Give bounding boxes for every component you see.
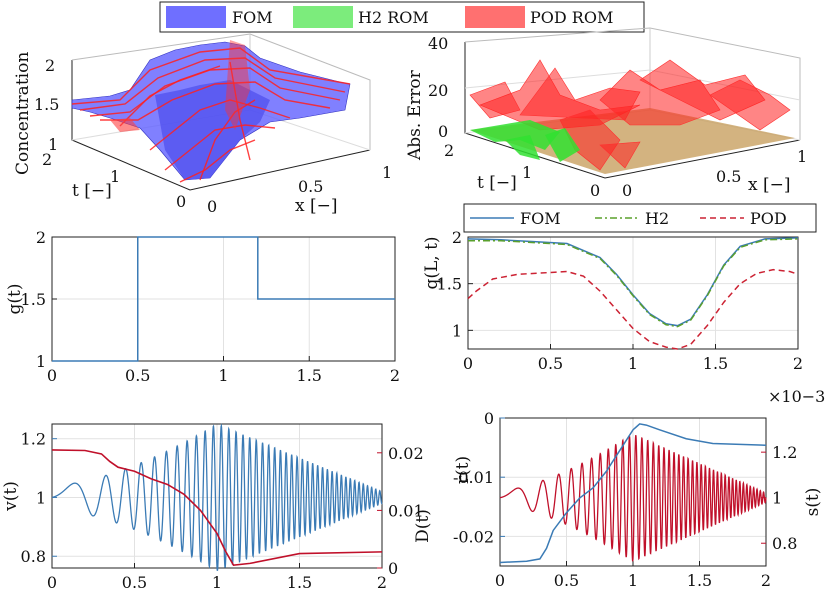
e3d-xtick-0: 0 (622, 181, 632, 200)
xtick-label-1: 0.5 (125, 366, 150, 385)
xtick-label-3: 1.5 (687, 571, 712, 590)
series-line-pod (467, 268, 799, 350)
c3d-xtick-05: 0.5 (298, 177, 323, 196)
ytick-label-0: -0.02 (453, 527, 494, 546)
top-legend: FOM H2 ROM POD ROM (159, 1, 645, 33)
xtick-label-3: 1.5 (297, 366, 322, 385)
ytick-right-label-1: 0.01 (388, 501, 424, 520)
panel-abs-error-3d: 40 20 0 2 1 0 0 0.5 1 Abs. Error t [−] x… (405, 27, 807, 200)
ytick-right-label-2: 1.2 (772, 443, 797, 462)
ylabel-q: q(L, t) (422, 236, 442, 289)
ytick-label-1: -0.01 (453, 468, 494, 487)
legend-label-pod: POD ROM (530, 8, 613, 27)
c3d-ytick-0: 0 (176, 192, 186, 211)
xtick-label-0: 0 (47, 366, 57, 385)
xtick-label-3: 1.5 (287, 573, 312, 592)
ytick-right-label-0: 0 (388, 559, 398, 578)
xtick-label-0: 0 (47, 573, 57, 592)
legend-swatch-fom (166, 6, 226, 28)
e3d-zlabel: Abs. Error (405, 69, 425, 161)
series-line-h2 (468, 238, 799, 328)
xtick-label-4: 2 (793, 354, 803, 373)
xtick-label-3: 1.5 (703, 354, 728, 373)
c3d-ytick-2: 2 (42, 150, 52, 169)
ylabel-r: r(t) (453, 456, 473, 484)
xtick-label-2: 1 (628, 571, 638, 590)
c3d-ytick-1: 1 (110, 167, 120, 186)
c3d-ylabel: t [−] (72, 181, 112, 201)
xtick-label-4: 2 (761, 571, 771, 590)
e3d-ylabel: t [−] (477, 173, 517, 193)
c3d-xtick-1: 1 (382, 163, 392, 182)
xtick-label-4: 2 (377, 573, 387, 592)
q-legend-label-2: POD (750, 209, 787, 228)
panel-output-q: 0 0.5 1 1.5 2 1 1.5 2 FOM H2 POD q(L, t) (422, 203, 817, 373)
e3d-ytick-0: 0 (590, 181, 600, 200)
ytick-label-2: 1.2 (21, 430, 46, 449)
ytick-label-1: 1.5 (21, 290, 46, 309)
xtick-label-1: 0.5 (538, 354, 563, 373)
q-legend-label-1: H2 (645, 209, 669, 228)
ylabel-d: D(t) (413, 509, 433, 543)
xtick-label-2: 1 (628, 354, 638, 373)
ytick-label-0: 0.8 (21, 547, 46, 566)
ytick-right-label-1: 1 (772, 489, 782, 508)
panel-input-g: 0 0.5 1 1.5 2 1 1.5 2 g(t) (5, 228, 400, 385)
e3d-ytick-2: 2 (444, 141, 454, 160)
e3d-ztick-0: 0 (438, 122, 448, 141)
ylabel-s: s(t) (803, 488, 823, 517)
xtick-label-1: 0.5 (122, 573, 147, 592)
c3d-xtick-0: 0 (207, 197, 217, 216)
panel-r-s: 0 0.5 1 1.5 2 -0.02 -0.01 0 0.8 1 1.2 ×10−3 r(t) s(t) (453, 387, 825, 590)
series-line-v (51, 423, 383, 571)
panel-concentration-3d: 2 1.5 1 2 1 0 0 0.5 1 Concentration t [−… (13, 33, 392, 216)
panel-v-d: 0 0.5 1 1.5 2 0.8 1 1.2 0 0.01 0.02 v(t) D(t) (1, 423, 433, 592)
legend-swatch-h2 (293, 6, 353, 28)
ytick-label-2: 2 (452, 228, 462, 247)
e3d-xtick-05: 0.5 (716, 167, 741, 186)
q-legend-label-0: FOM (520, 209, 561, 228)
xtick-label-1: 0.5 (554, 571, 579, 590)
c3d-ztick-1: 1 (48, 135, 58, 154)
legend-swatch-pod (465, 6, 525, 28)
legend-label-h2: H2 ROM (358, 8, 429, 27)
series-line-d (51, 449, 383, 566)
ylabel-v: v(t) (1, 481, 21, 512)
right-exponent: ×10−3 (768, 387, 825, 406)
series-line-s (499, 435, 767, 562)
c3d-xlabel: x [−] (295, 196, 338, 216)
ytick-label-1: 1.5 (437, 275, 462, 294)
ytick-label-1: 1 (36, 488, 46, 507)
ytick-right-label-0: 0.8 (772, 534, 797, 553)
series-line-g (52, 236, 395, 362)
xtick-label-2: 1 (212, 573, 222, 592)
q-legend-box (463, 203, 817, 233)
e3d-ytick-1: 1 (522, 163, 532, 182)
xtick-label-2: 1 (218, 366, 228, 385)
xtick-label-4: 2 (390, 366, 400, 385)
ytick-label-2: 0 (484, 409, 494, 428)
ytick-label-0: 1 (36, 352, 46, 371)
e3d-ztick-20: 20 (428, 81, 448, 100)
e3d-ztick-40: 40 (428, 34, 448, 53)
series-line-r (499, 423, 767, 564)
xtick-label-0: 0 (495, 571, 505, 590)
e3d-xlabel: x [−] (748, 175, 791, 195)
ytick-right-label-2: 0.02 (388, 444, 424, 463)
c3d-zlabel: Concentration (13, 52, 33, 175)
e3d-xtick-1: 1 (797, 147, 807, 166)
ytick-label-0: 1 (452, 321, 462, 340)
ylabel-g: g(t) (5, 284, 25, 315)
c3d-ztick-15: 1.5 (34, 95, 59, 114)
legend-label-fom: FOM (232, 8, 273, 27)
xtick-label-0: 0 (463, 354, 473, 373)
ytick-label-2: 2 (36, 228, 46, 247)
c3d-ztick-2: 2 (45, 56, 55, 75)
